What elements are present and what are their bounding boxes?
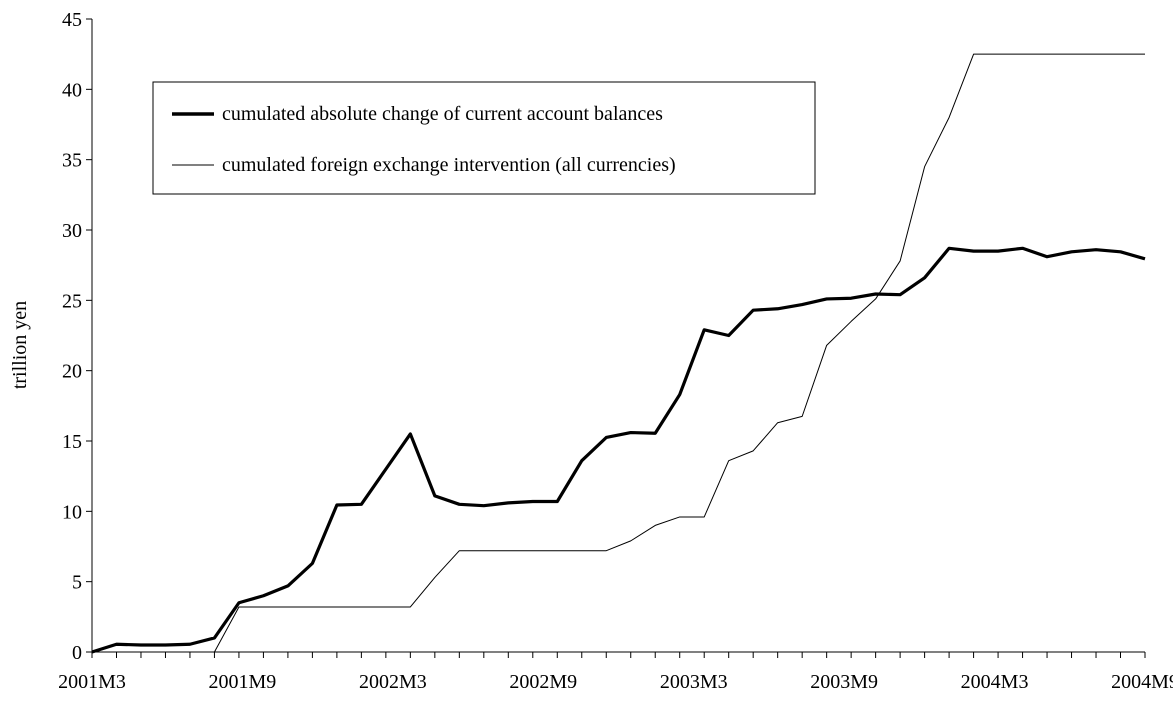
x-axis-ticks: 2001M3 2001M9 2002M3 2002M9 2003M3 2003M9 2004… bbox=[58, 652, 1173, 693]
x-tick-label: 2001M3 bbox=[58, 671, 126, 693]
x-tick-label: 2002M3 bbox=[359, 671, 427, 693]
y-axis-ticks: 0 5 10 15 20 25 30 35 40 45 bbox=[62, 9, 92, 664]
legend: cumulated absolute change of current acc… bbox=[152, 81, 816, 195]
x-tick-label: 2002M9 bbox=[509, 671, 577, 693]
y-tick-label: 45 bbox=[62, 9, 82, 31]
x-tick-label: 2001M9 bbox=[209, 671, 277, 693]
y-tick-label: 15 bbox=[62, 431, 82, 453]
legend-box bbox=[152, 81, 816, 195]
x-tick-label: 2004M9 bbox=[1111, 671, 1173, 693]
x-tick-label: 2003M3 bbox=[660, 671, 728, 693]
y-axis-title: trillion yen bbox=[9, 301, 31, 389]
y-tick-label: 5 bbox=[72, 572, 82, 594]
series-line-fx-intervention bbox=[92, 53, 1145, 653]
y-tick-label: 40 bbox=[62, 79, 82, 101]
y-tick-label: 35 bbox=[62, 150, 82, 172]
y-tick-label: 0 bbox=[72, 642, 82, 664]
legend-label-intervention: cumulated foreign exchange intervention … bbox=[222, 154, 676, 176]
x-tick-label: 2003M9 bbox=[810, 671, 878, 693]
y-tick-label: 30 bbox=[62, 220, 82, 242]
legend-label-current-account: cumulated absolute change of current acc… bbox=[222, 103, 663, 125]
y-tick-label: 10 bbox=[62, 501, 82, 523]
series-line-current-account-balances bbox=[91, 246, 1146, 654]
y-tick-label: 20 bbox=[62, 361, 82, 383]
x-tick-label: 2004M3 bbox=[961, 671, 1029, 693]
y-tick-label: 25 bbox=[62, 290, 82, 312]
series-lines bbox=[91, 53, 1146, 654]
axes bbox=[91, 19, 1145, 653]
